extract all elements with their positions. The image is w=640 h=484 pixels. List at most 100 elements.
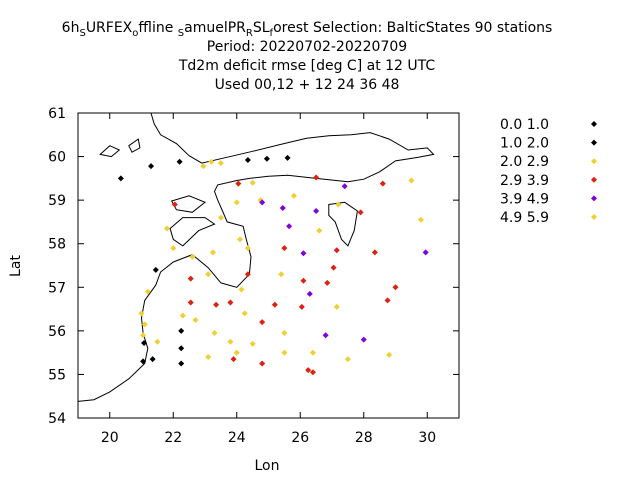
title-segment: amuelPR xyxy=(184,20,246,36)
data-point xyxy=(192,316,199,323)
x-axis-label: Lon xyxy=(255,458,280,474)
data-point xyxy=(230,356,237,363)
data-point xyxy=(238,286,245,293)
legend-label: 2.0 2.9 xyxy=(500,154,549,170)
y-tick-label: 54 xyxy=(48,411,66,427)
data-point xyxy=(408,177,415,184)
data-point xyxy=(233,199,240,206)
title-segment: orest Selection: BalticStates 90 station… xyxy=(273,20,552,36)
data-point xyxy=(205,354,212,360)
data-point xyxy=(417,216,424,223)
data-point xyxy=(211,330,218,337)
y-tick-label: 55 xyxy=(48,367,66,383)
data-point xyxy=(179,312,186,319)
title-line-2: Period: 20220702-20220709 xyxy=(207,39,407,55)
y-tick-label: 59 xyxy=(48,193,66,209)
data-point xyxy=(259,360,266,367)
title-segment: 6h xyxy=(62,20,80,36)
data-point xyxy=(213,301,220,308)
legend-marker xyxy=(591,158,597,165)
legend-label: 2.9 3.9 xyxy=(500,173,549,189)
chart-title: 6hSURFEXoffline SamuelPRRSLforest Select… xyxy=(62,20,553,93)
data-point xyxy=(244,157,251,164)
data-point xyxy=(236,236,243,243)
data-point xyxy=(309,349,316,356)
coastline-map xyxy=(77,112,435,402)
data-point xyxy=(141,340,148,347)
data-point xyxy=(144,288,151,295)
title-segment: R xyxy=(246,28,253,39)
data-point xyxy=(300,250,307,257)
data-point xyxy=(306,290,313,297)
island-outline xyxy=(99,145,121,158)
data-point xyxy=(140,358,147,365)
data-point xyxy=(271,301,278,308)
title-line-1: 6hSURFEXoffline SamuelPRRSLforest Select… xyxy=(62,20,553,39)
axis-ticks: 20 22 24 26 28 30 54 55 56 57 58 59 60 61 xyxy=(48,106,459,446)
data-point xyxy=(298,303,305,310)
title-segment: o xyxy=(132,28,138,39)
data-point xyxy=(117,175,124,182)
data-points xyxy=(117,154,429,376)
data-point xyxy=(422,249,429,256)
data-point xyxy=(148,163,155,170)
data-point xyxy=(209,249,216,256)
title-segment: SL xyxy=(253,20,270,36)
data-point xyxy=(259,319,266,326)
data-point xyxy=(281,349,288,356)
data-point xyxy=(386,351,393,358)
lake-peipus-outline xyxy=(328,201,358,247)
legend: 0.0 1.0 1.0 2.0 2.0 2.9 2.9 3.9 3.9 4.9 4.9 5… xyxy=(500,117,597,226)
island-outline xyxy=(170,195,206,213)
y-axis-label: Lat xyxy=(8,255,24,277)
legend-label: 0.0 1.0 xyxy=(500,117,549,133)
x-tick-label: 30 xyxy=(418,430,436,446)
y-tick-label: 57 xyxy=(48,280,66,296)
data-point xyxy=(178,327,185,334)
data-point xyxy=(333,303,340,310)
legend-marker xyxy=(591,139,597,146)
x-tick-label: 20 xyxy=(101,430,119,446)
legend-label: 1.0 2.0 xyxy=(500,136,549,152)
title-segment: Td2m deficit rmse [deg C] at 12 UTC xyxy=(178,58,436,74)
data-point xyxy=(205,271,212,278)
data-point xyxy=(217,214,224,221)
title-segment: Used 00,12 + 12 24 36 48 xyxy=(215,77,400,93)
title-line-4: Used 00,12 + 12 24 36 48 xyxy=(215,77,400,93)
data-point xyxy=(281,330,288,337)
data-point xyxy=(178,360,185,367)
legend-marker xyxy=(591,214,597,220)
data-point xyxy=(235,180,242,187)
y-tick-label: 61 xyxy=(48,106,66,122)
data-point xyxy=(316,227,323,234)
data-point xyxy=(152,266,159,273)
data-point xyxy=(259,199,266,206)
data-point xyxy=(141,321,148,328)
x-tick-label: 24 xyxy=(228,430,246,446)
data-point xyxy=(244,271,251,278)
data-point xyxy=(341,183,348,190)
data-point xyxy=(330,264,337,271)
legend-marker xyxy=(591,121,597,127)
x-tick-label: 22 xyxy=(164,430,182,446)
data-point xyxy=(305,367,312,374)
data-point xyxy=(189,253,196,260)
data-point xyxy=(249,179,256,186)
data-point xyxy=(281,245,288,252)
data-point xyxy=(227,299,234,306)
data-point xyxy=(360,336,367,343)
data-point xyxy=(217,160,224,167)
data-point xyxy=(379,180,386,187)
island-outline xyxy=(128,138,141,153)
data-point xyxy=(284,154,291,161)
title-segment: Period: 20220702-20220709 xyxy=(207,39,407,55)
data-point xyxy=(309,369,316,376)
data-point xyxy=(154,338,161,345)
data-point xyxy=(300,277,307,284)
x-tick-label: 28 xyxy=(355,430,373,446)
title-segment: ffline xyxy=(138,20,177,36)
data-point xyxy=(286,223,293,230)
data-point xyxy=(178,345,185,352)
data-point xyxy=(163,225,170,232)
